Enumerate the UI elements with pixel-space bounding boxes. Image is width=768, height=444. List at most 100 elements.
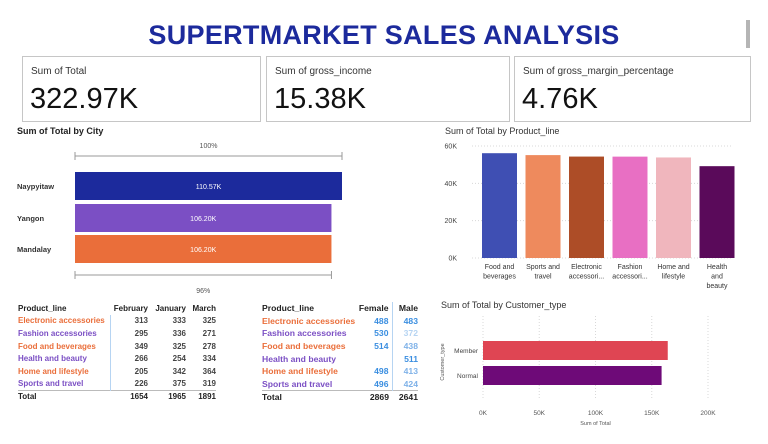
table-cell: 514 bbox=[356, 339, 393, 353]
row-label: Fashion accessories bbox=[262, 328, 347, 339]
product-line-column-chart: 0K 20K 40K 60K Food and beverages Sports and tr… bbox=[445, 144, 735, 290]
row-label: Electronic accessories bbox=[262, 315, 356, 326]
city-category-label: Mandalay bbox=[17, 245, 52, 254]
x-tick-label: 50K bbox=[533, 410, 545, 417]
table-cell: 511 bbox=[404, 353, 418, 364]
scrollbar-thumb[interactable] bbox=[746, 20, 750, 48]
total-cell: 1965 bbox=[148, 389, 186, 403]
table-cell: 498 bbox=[356, 364, 393, 378]
table-total-row: Total 1654 1965 1891 bbox=[18, 389, 216, 403]
kpi-value: 322.97K bbox=[30, 83, 139, 115]
table-row: Sports and travel 226 375 319 bbox=[18, 377, 216, 391]
row-label: Home and lifestyle bbox=[262, 366, 338, 377]
top-percent-label: 100% bbox=[200, 143, 218, 150]
customer-type-bar-chart: 0K 50K 100K 150K 200K Member Normal Sum of Tota… bbox=[440, 316, 716, 427]
product-bar bbox=[482, 153, 517, 258]
total-cell: 1654 bbox=[110, 389, 148, 403]
column-header[interactable]: Male bbox=[398, 303, 418, 314]
x-tick-label: Fashion accessori... bbox=[612, 264, 647, 281]
kpi-card-gross-income: Sum of gross_income 15.38K bbox=[266, 56, 510, 122]
table-row: Electronic accessories 313 333 325 bbox=[18, 314, 216, 328]
table-cell: 205 bbox=[134, 366, 148, 376]
product-bar bbox=[699, 166, 735, 258]
column-header[interactable]: February bbox=[113, 303, 148, 313]
table-cell: 325 bbox=[172, 341, 186, 351]
x-tick-label: Health and beauty bbox=[706, 264, 728, 290]
y-axis-title: Customer_type bbox=[440, 343, 446, 380]
y-tick-label: Normal bbox=[457, 373, 479, 380]
table-cell: 266 bbox=[134, 354, 148, 364]
total-label: Total bbox=[18, 389, 110, 403]
table-cell: 438 bbox=[403, 341, 418, 352]
city-bar bbox=[75, 235, 332, 263]
table-cell: 496 bbox=[356, 377, 393, 391]
city-bar bbox=[75, 172, 342, 200]
kpi-value: 4.76K bbox=[522, 83, 598, 115]
row-label: Fashion accessories bbox=[18, 327, 111, 340]
table-cell: 313 bbox=[134, 316, 148, 326]
kpi-value: 15.38K bbox=[274, 83, 366, 115]
column-header[interactable]: January bbox=[155, 303, 186, 313]
table-row: Fashion accessories 295 336 271 bbox=[18, 327, 216, 340]
table-cell: 336 bbox=[172, 328, 186, 338]
column-header[interactable]: Product_line bbox=[18, 303, 67, 313]
y-tick-label: Member bbox=[454, 348, 479, 355]
table-cell: 424 bbox=[403, 378, 418, 389]
product-chart-title: Sum of Total by Product_line bbox=[445, 126, 560, 136]
x-tick-label: 100K bbox=[588, 410, 604, 417]
column-header[interactable]: Product_line bbox=[262, 303, 315, 314]
table-cell: 483 bbox=[403, 315, 418, 326]
total-cell: 1891 bbox=[186, 389, 216, 403]
table-cell: 364 bbox=[202, 366, 216, 376]
table-cell: 278 bbox=[202, 341, 216, 351]
gender-matrix: Product_line Female Male Electronic acce… bbox=[262, 302, 418, 403]
table-row: Home and lifestyle 498 413 bbox=[262, 364, 418, 378]
customer-bar bbox=[483, 366, 662, 385]
column-header[interactable]: Female bbox=[356, 302, 393, 315]
table-cell: 319 bbox=[202, 379, 216, 389]
table-cell: 413 bbox=[403, 366, 418, 377]
city-category-label: Naypyitaw bbox=[17, 182, 54, 191]
table-cell: 325 bbox=[202, 316, 216, 326]
row-label: Health and beauty bbox=[262, 353, 337, 364]
bottom-percent-label: 96% bbox=[196, 288, 210, 295]
city-value-label: 106.20K bbox=[190, 247, 216, 254]
row-label: Sports and travel bbox=[18, 377, 111, 391]
table-total-row: Total 2869 2641 bbox=[262, 389, 418, 403]
product-bar bbox=[525, 155, 561, 258]
column-header[interactable]: March bbox=[192, 303, 216, 313]
x-tick-label: Home and lifestyle bbox=[657, 264, 689, 281]
row-label: Food and beverages bbox=[262, 341, 346, 352]
x-tick-label: Food and beverages bbox=[483, 264, 516, 281]
y-tick-label: 60K bbox=[445, 144, 458, 151]
product-bar bbox=[612, 156, 648, 258]
table-row: Health and beauty 511 bbox=[262, 352, 418, 365]
kpi-label: Sum of gross_income bbox=[275, 66, 372, 77]
x-tick-label: 150K bbox=[644, 410, 660, 417]
total-label: Total bbox=[262, 389, 356, 403]
customer-bar bbox=[483, 341, 668, 360]
table-row: Home and lifestyle 205 342 364 bbox=[18, 364, 216, 378]
city-bar-chart: 100% 110.57K Naypyitaw 106.20K Yangon 106.20K… bbox=[17, 143, 343, 295]
table-row: Sports and travel 496 424 bbox=[262, 377, 418, 391]
city-category-label: Yangon bbox=[17, 214, 45, 223]
table-cell: 488 bbox=[356, 314, 393, 328]
row-label: Health and beauty bbox=[18, 352, 111, 365]
table-row: Electronic accessories 488 483 bbox=[262, 314, 418, 328]
table-cell: 349 bbox=[134, 341, 148, 351]
x-tick-label: Sports and travel bbox=[526, 264, 560, 281]
table-cell: 254 bbox=[172, 354, 186, 364]
month-matrix: Product_line February January March Elec… bbox=[18, 302, 216, 403]
table-cell: 342 bbox=[172, 366, 186, 376]
page-title: SUPERTMARKET SALES ANALYSIS bbox=[148, 20, 620, 50]
kpi-label: Sum of gross_margin_percentage bbox=[523, 66, 674, 77]
table-cell: 334 bbox=[202, 354, 216, 364]
table-row: Food and beverages 349 325 278 bbox=[18, 339, 216, 353]
y-tick-label: 40K bbox=[445, 181, 458, 188]
table-cell: 295 bbox=[134, 328, 148, 338]
kpi-card-total: Sum of Total 322.97K bbox=[22, 56, 261, 122]
x-axis-title: Sum of Total bbox=[580, 421, 610, 427]
y-tick-label: 20K bbox=[445, 218, 458, 225]
x-tick-label: 0K bbox=[479, 410, 488, 417]
table-row: Health and beauty 266 254 334 bbox=[18, 352, 216, 365]
